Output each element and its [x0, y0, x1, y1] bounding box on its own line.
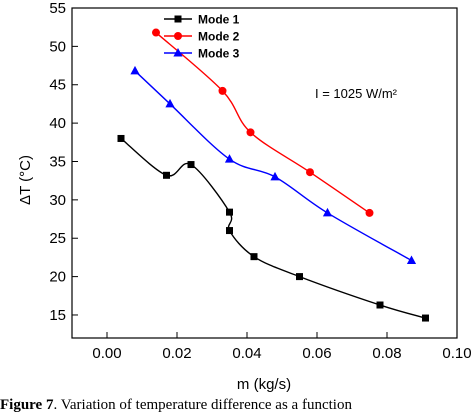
- data-point-series-3: [406, 255, 417, 264]
- y-tick-label: 35: [49, 153, 66, 170]
- x-tick-label: 0.10: [442, 345, 471, 362]
- y-axis-label: ΔT (°C): [17, 155, 34, 205]
- y-tick-label: 15: [49, 307, 66, 324]
- y-tick-label: 50: [49, 38, 66, 55]
- chart: 0.00 0.02 0.04 0.06 0.08 0.10 15 20 25 30 35 40 45 50…: [17, 0, 472, 393]
- legend-marker: [173, 48, 183, 57]
- caption-text: . Variation of temperature difference as…: [53, 398, 352, 413]
- data-point-series-1: [163, 171, 170, 179]
- data-point-series-3: [130, 65, 140, 75]
- x-tick-label: 0.02: [162, 345, 191, 362]
- y-tick-label: 40: [49, 115, 66, 132]
- data-point-series-2: [218, 86, 227, 95]
- data-point-series-1: [226, 227, 233, 235]
- data-point-series-1: [226, 208, 233, 216]
- data-point-series-1: [250, 253, 258, 261]
- x-tick-label: 0.04: [232, 345, 261, 362]
- data-point-series-1: [376, 301, 384, 309]
- legend-marker: [174, 32, 182, 40]
- y-tick-label: 25: [49, 230, 66, 247]
- data-point-series-3: [224, 154, 235, 163]
- irradiance-annotation: I = 1025 W/m²: [315, 86, 398, 101]
- legend: Mode 1 Mode 2 Mode 3: [164, 13, 240, 61]
- y-tick-label: 20: [49, 269, 66, 286]
- data-point-series-2: [365, 208, 374, 217]
- x-tick-label: 0.00: [92, 345, 121, 362]
- legend-marker: [174, 15, 182, 23]
- data-markers: [117, 28, 429, 322]
- y-tick-label: 55: [49, 0, 66, 17]
- y-tick-label: 45: [49, 77, 66, 94]
- caption-label: Figure 7: [0, 398, 54, 413]
- axis-ticks: 0.00 0.02 0.04 0.06 0.08 0.10 15 20 25 30 35 40 45 50…: [49, 0, 471, 362]
- legend-label: Mode 2: [198, 30, 240, 44]
- data-point-series-1: [117, 134, 125, 142]
- data-point-series-1: [187, 161, 195, 169]
- figure-caption: Figure 7. Variation of temperature diffe…: [0, 398, 474, 413]
- data-point-series-3: [322, 207, 333, 217]
- legend-label: Mode 3: [198, 47, 240, 61]
- x-tick-label: 0.06: [302, 345, 331, 362]
- data-point-series-1: [422, 314, 429, 322]
- data-point-series-2: [246, 128, 255, 137]
- y-tick-label: 30: [49, 192, 66, 209]
- legend-label: Mode 1: [198, 13, 240, 27]
- plot-frame: [71, 7, 458, 339]
- series-curve-2: [155, 32, 370, 214]
- series-curve-1: [120, 137, 426, 319]
- data-point-series-3: [165, 98, 175, 108]
- x-tick-label: 0.08: [372, 345, 401, 362]
- data-point-series-2: [152, 28, 160, 37]
- data-point-series-1: [296, 273, 303, 281]
- data-point-series-2: [306, 168, 314, 177]
- data-point-series-3: [270, 171, 280, 181]
- x-axis-label: m (kg/s): [237, 376, 291, 393]
